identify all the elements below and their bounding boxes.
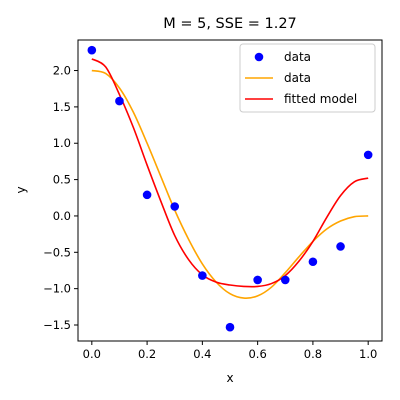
data-point [142,190,152,200]
x-tick-label: 0.2 [138,347,156,361]
y-tick-label: 2.0 [53,64,71,78]
legend: data data fitted model [239,43,376,113]
series-line-data-0 [91,69,369,299]
data-point [170,202,180,211]
y-tick-label: −1.5 [43,318,71,332]
data-point [363,150,373,160]
legend-marker-point [254,52,264,62]
x-tick-label: 0.8 [304,347,322,361]
x-tick-label: 0.6 [248,347,266,361]
y-tick-label: 1.5 [53,100,71,114]
legend-entry: fitted model [245,92,357,106]
data-point [225,322,235,332]
series-line-fitted-model-1 [91,58,369,288]
data-point [115,96,124,106]
y-tick-label: −0.5 [43,245,71,259]
y-tick-label: −1.0 [43,282,71,296]
x-axis-label: x [226,371,233,385]
axes-frame [77,39,383,342]
y-tick-label: 0.0 [53,209,71,223]
data-point [280,275,290,285]
legend-entry: data [245,71,311,85]
legend-entry: data [254,50,311,64]
legend-label: data [284,50,311,64]
data-point [87,45,97,55]
y-axis-label: y [14,186,28,193]
y-tick-label: 1.0 [53,136,71,150]
chart-title: M = 5, SSE = 1.27 [163,16,297,32]
legend-box [239,43,376,113]
legend-label: fitted model [284,92,357,106]
x-tick-label: 0.4 [193,347,211,361]
y-tick-label: 0.5 [53,173,71,187]
data-point [336,242,345,251]
data-point [308,257,318,267]
legend-label: data [284,71,311,85]
data-point [253,275,262,285]
data-point [198,271,207,280]
x-tick-label: 1.0 [359,347,377,361]
plot-area: 0.0 0.2 0.4 0.6 0.8 1.0 −1.5 −1.0 −0.5 0.0 0.5 1.0 1… [43,39,383,361]
x-tick-label: 0.0 [83,347,101,361]
